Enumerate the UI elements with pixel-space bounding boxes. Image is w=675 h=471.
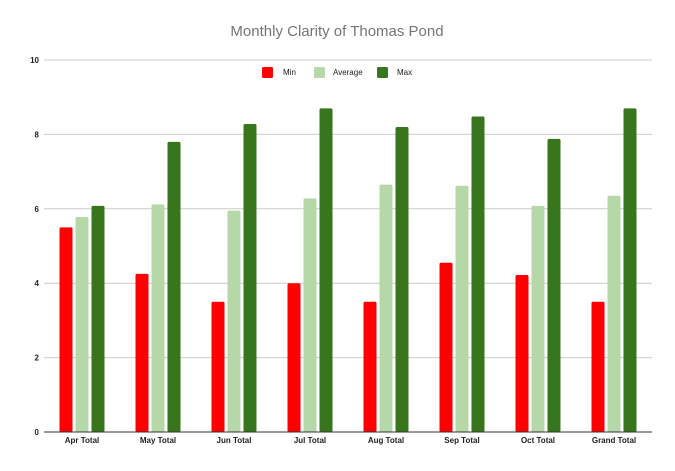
x-tick-label: Oct Total xyxy=(521,436,555,445)
bar-min-oct-total xyxy=(515,275,529,432)
bar-min-apr-total xyxy=(59,227,73,432)
bars-layer xyxy=(59,108,637,433)
bar-average-jun-total xyxy=(227,210,241,432)
bar-min-jun-total xyxy=(211,301,225,432)
bar-max-sep-total xyxy=(471,116,485,432)
chart-title: Monthly Clarity of Thomas Pond xyxy=(230,23,443,40)
legend-label-min: Min xyxy=(283,68,296,77)
legend-swatch-average xyxy=(314,67,325,78)
x-tick-label: Jun Total xyxy=(217,436,252,445)
bar-max-apr-total xyxy=(91,205,105,432)
axis-layer: 0 2 4 6 8 10 Apr Total May Total Jun Total Jul To… xyxy=(30,56,652,445)
x-tick-label: Apr Total xyxy=(65,436,100,445)
y-tick-label: 10 xyxy=(30,56,39,65)
bar-average-aug-total xyxy=(379,184,393,432)
x-tick-label: Jul Total xyxy=(294,436,326,445)
bar-min-may-total xyxy=(135,273,149,432)
x-tick-label: Sep Total xyxy=(444,436,479,445)
bar-average-jul-total xyxy=(303,198,317,432)
bar-average-apr-total xyxy=(75,216,89,432)
y-tick-label: 2 xyxy=(35,354,40,363)
y-tick-label: 8 xyxy=(35,130,40,139)
bar-max-jun-total xyxy=(243,123,257,432)
bar-max-aug-total xyxy=(395,126,409,433)
bar-min-grand-total xyxy=(591,301,605,432)
y-tick-label: 4 xyxy=(35,279,40,288)
legend: Min Average Max xyxy=(262,67,412,78)
bar-min-sep-total xyxy=(439,262,453,432)
legend-label-max: Max xyxy=(397,68,412,77)
x-tick-label: Grand Total xyxy=(592,436,636,445)
bar-average-sep-total xyxy=(455,185,469,432)
bar-average-may-total xyxy=(151,204,165,432)
bar-max-oct-total xyxy=(547,138,561,432)
x-tick-label: May Total xyxy=(140,436,176,445)
y-tick-label: 6 xyxy=(35,205,40,214)
bar-average-grand-total xyxy=(607,195,621,432)
legend-label-average: Average xyxy=(333,68,363,77)
x-tick-label: Aug Total xyxy=(368,436,404,445)
legend-swatch-min xyxy=(262,67,273,78)
bar-max-jul-total xyxy=(319,108,333,433)
bar-average-oct-total xyxy=(531,205,545,432)
legend-swatch-max xyxy=(377,67,388,78)
grid-layer xyxy=(44,59,652,359)
bar-min-jul-total xyxy=(287,283,301,432)
bar-max-may-total xyxy=(167,141,181,432)
bar-max-grand-total xyxy=(623,108,637,433)
y-tick-label: 0 xyxy=(35,428,40,437)
bar-min-aug-total xyxy=(363,301,377,432)
